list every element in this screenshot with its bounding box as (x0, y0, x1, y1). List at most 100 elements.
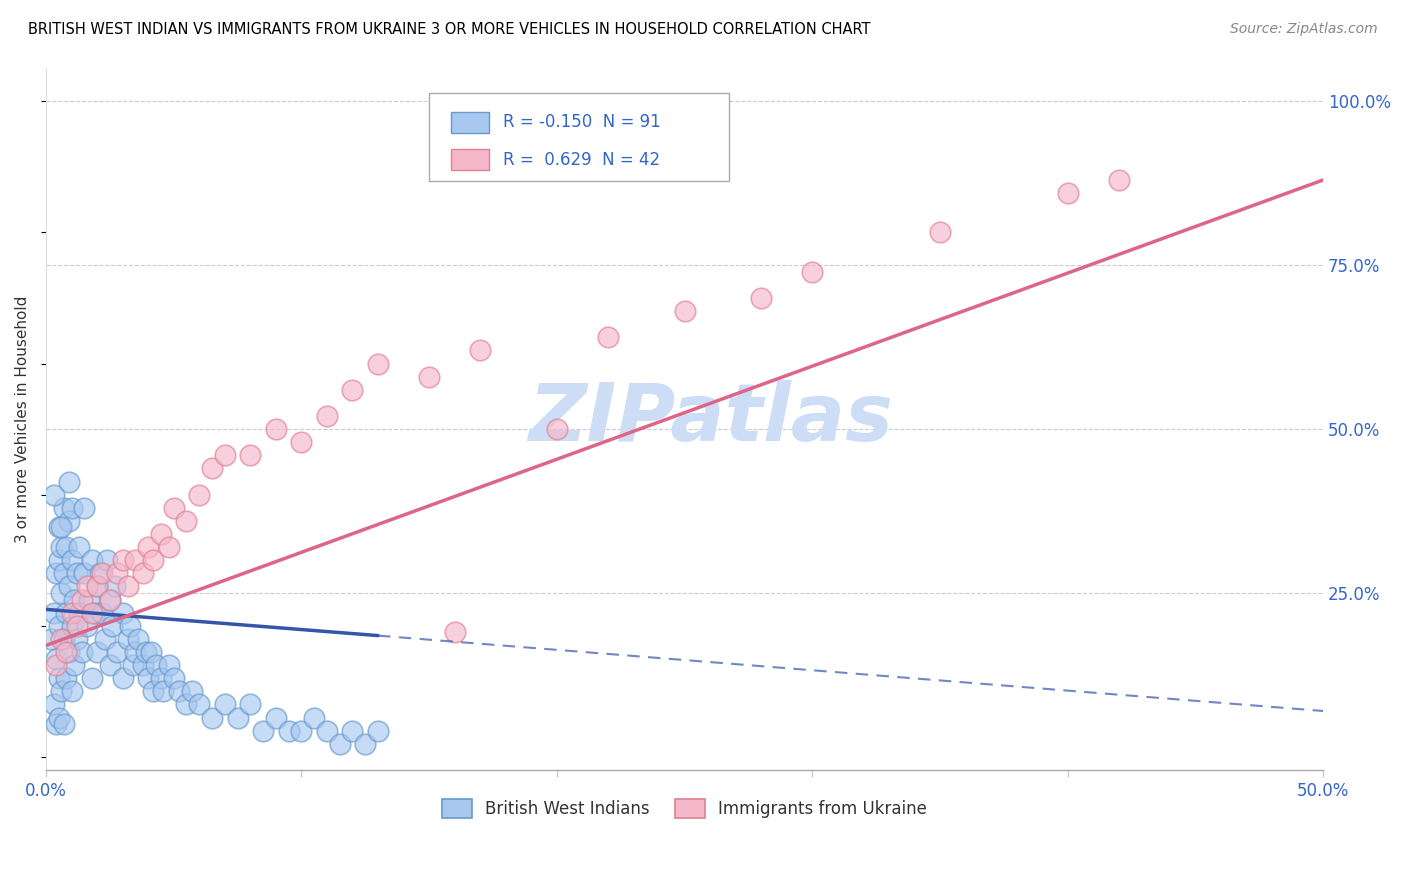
Point (239, 448, 262, 462)
Point (76, 579, 98, 593)
Point (58, 645, 80, 659)
Point (55, 540, 77, 554)
Point (929, 226, 952, 240)
Point (226, 710, 249, 724)
FancyBboxPatch shape (451, 112, 489, 133)
Point (63, 658, 86, 673)
Point (443, 625, 465, 640)
Point (277, 723, 299, 738)
Point (55, 645, 77, 659)
Point (45, 566, 67, 581)
Point (55, 606, 77, 620)
Point (98, 592, 121, 607)
Point (801, 265, 824, 279)
Point (188, 488, 211, 502)
Point (51, 684, 73, 698)
Point (48, 710, 70, 724)
Point (470, 343, 492, 358)
Point (51, 586, 73, 600)
Point (136, 540, 159, 554)
Point (176, 698, 198, 712)
Point (48, 553, 70, 567)
Text: R = -0.150  N = 91: R = -0.150 N = 91 (503, 113, 661, 131)
Point (167, 684, 190, 698)
Point (139, 645, 162, 659)
Point (120, 619, 142, 633)
Point (316, 723, 339, 738)
Y-axis label: 3 or more Vehicles in Household: 3 or more Vehicles in Household (15, 295, 30, 543)
Point (80, 553, 103, 567)
Text: BRITISH WEST INDIAN VS IMMIGRANTS FROM UKRAINE 3 OR MORE VEHICLES IN HOUSEHOLD C: BRITISH WEST INDIAN VS IMMIGRANTS FROM U… (28, 22, 870, 37)
Point (60, 606, 83, 620)
Point (124, 645, 146, 659)
Point (52, 717, 75, 731)
Point (302, 710, 325, 724)
Point (107, 566, 129, 581)
Point (157, 658, 180, 673)
Point (290, 435, 312, 450)
FancyBboxPatch shape (429, 93, 730, 181)
Point (63, 592, 86, 607)
Point (188, 698, 211, 712)
Point (111, 553, 134, 567)
Point (252, 723, 274, 738)
Point (58, 514, 80, 528)
Point (104, 579, 127, 593)
Point (86, 579, 108, 593)
Point (98, 592, 121, 607)
Point (201, 710, 224, 724)
Point (42, 606, 65, 620)
Point (70, 592, 93, 607)
Point (136, 671, 159, 685)
Point (1056, 186, 1078, 200)
Point (86, 579, 108, 593)
Text: ZIPatlas: ZIPatlas (527, 380, 893, 458)
Point (89, 566, 111, 581)
Point (342, 383, 364, 397)
FancyBboxPatch shape (451, 149, 489, 170)
Point (152, 684, 174, 698)
Text: Source: ZipAtlas.com: Source: ZipAtlas.com (1230, 22, 1378, 37)
Point (55, 671, 77, 685)
Point (239, 698, 262, 712)
Point (201, 461, 224, 475)
Point (342, 723, 364, 738)
Point (145, 658, 167, 673)
Point (367, 723, 389, 738)
Point (58, 579, 80, 593)
Point (117, 579, 139, 593)
Point (93, 632, 115, 646)
Point (127, 632, 149, 646)
Point (163, 500, 186, 515)
Text: R =  0.629  N = 42: R = 0.629 N = 42 (503, 151, 661, 169)
Point (51, 540, 73, 554)
Legend: British West Indians, Immigrants from Ukraine: British West Indians, Immigrants from Uk… (436, 792, 934, 825)
Point (58, 475, 80, 489)
Point (65, 632, 87, 646)
Point (86, 645, 108, 659)
Point (52, 566, 75, 581)
Point (80, 671, 103, 685)
Point (60, 619, 83, 633)
Point (73, 566, 96, 581)
Point (132, 658, 155, 673)
Point (48, 520, 70, 534)
Point (176, 514, 198, 528)
Point (60, 553, 83, 567)
Point (42, 488, 65, 502)
Point (52, 500, 75, 515)
Point (142, 684, 165, 698)
Point (45, 717, 67, 731)
Point (65, 566, 87, 581)
Point (83, 606, 105, 620)
Point (52, 632, 75, 646)
Point (45, 658, 67, 673)
Point (48, 671, 70, 685)
Point (67, 540, 90, 554)
Point (149, 671, 172, 685)
Point (73, 500, 96, 515)
Point (60, 684, 83, 698)
Point (316, 409, 339, 423)
Point (65, 619, 87, 633)
Point (107, 645, 129, 659)
